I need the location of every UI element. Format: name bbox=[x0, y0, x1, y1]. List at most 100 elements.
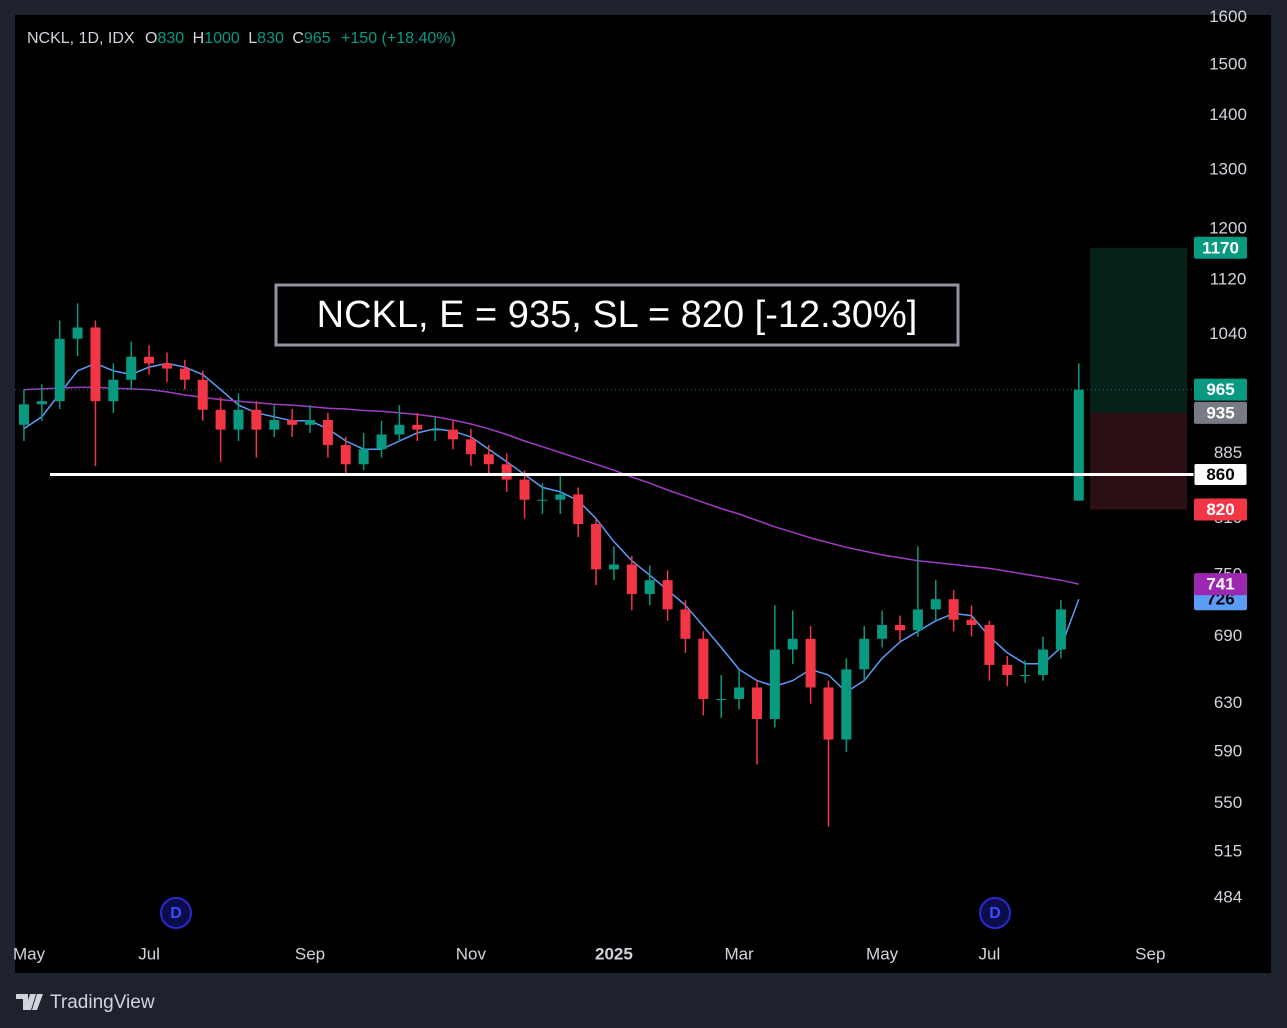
moving-average bbox=[23, 362, 1080, 693]
candle-body bbox=[859, 638, 870, 670]
target-zone bbox=[1090, 247, 1187, 413]
event-label: D bbox=[989, 905, 1001, 922]
ohlc-letter: H bbox=[193, 30, 205, 47]
y-tick-label: 590 bbox=[1214, 741, 1242, 760]
candle-body bbox=[90, 327, 101, 402]
candle-body bbox=[841, 669, 852, 740]
event-marker: D bbox=[979, 897, 1011, 929]
candle-body bbox=[716, 698, 727, 700]
stop-label: 820 bbox=[1206, 500, 1234, 519]
candle-body bbox=[1073, 389, 1084, 501]
candle-body bbox=[269, 420, 280, 430]
candle-body bbox=[608, 564, 619, 570]
event-label: D bbox=[170, 905, 182, 922]
line-label-box bbox=[1193, 462, 1248, 486]
candle-body bbox=[233, 409, 244, 430]
candle-body bbox=[197, 379, 208, 410]
ma-label: 741 bbox=[1206, 575, 1234, 594]
candle-body bbox=[894, 625, 906, 631]
y-tick-label: 630 bbox=[1214, 693, 1242, 712]
annotation-box bbox=[274, 283, 960, 347]
y-tick-label: 690 bbox=[1214, 626, 1242, 645]
x-tick-label: Sep bbox=[1135, 944, 1165, 963]
symbol: NCKL, 1D, IDX bbox=[27, 30, 135, 47]
candle-body bbox=[805, 638, 816, 688]
change: +150 (+18.40%) bbox=[341, 30, 456, 47]
annotation: NCKL, E = 935, SL = 820 [-12.30%] bbox=[317, 294, 918, 336]
candle-body bbox=[787, 638, 798, 650]
candle-body bbox=[358, 449, 369, 465]
candle-body bbox=[698, 638, 709, 699]
candle-body bbox=[18, 404, 29, 425]
candle-body bbox=[215, 409, 226, 430]
brand: TradingView bbox=[50, 992, 155, 1013]
ohlc-value: 830 bbox=[257, 30, 284, 47]
event-circle bbox=[979, 897, 1011, 929]
event-marker: D bbox=[160, 897, 192, 929]
candle-body bbox=[930, 599, 941, 610]
x-tick-label: May bbox=[866, 944, 899, 963]
ohlc-letter: O bbox=[145, 30, 157, 47]
back-layer: 4845155505906306907508108851040112012001… bbox=[1090, 7, 1247, 906]
candle-body bbox=[751, 687, 762, 719]
candle-body bbox=[1038, 649, 1049, 675]
price-label: 965 bbox=[1206, 380, 1234, 399]
candle-body bbox=[948, 599, 959, 620]
y-tick-label: 1400 bbox=[1209, 105, 1247, 124]
candle-body bbox=[376, 434, 387, 450]
candle-body bbox=[144, 356, 155, 364]
y-tick-label: 1500 bbox=[1209, 54, 1247, 73]
x-tick-label: Jul bbox=[979, 944, 1001, 963]
x-tick-label: Nov bbox=[456, 944, 487, 963]
y-tick-label: 550 bbox=[1214, 793, 1242, 812]
candle-body bbox=[591, 524, 602, 570]
candle-body bbox=[304, 420, 316, 425]
candle-body bbox=[626, 564, 637, 595]
line-label: 860 bbox=[1206, 465, 1234, 484]
x-tick-label: Jul bbox=[138, 944, 160, 963]
entry-label: 935 bbox=[1206, 403, 1234, 422]
y-tick-label: 1300 bbox=[1209, 160, 1247, 179]
candle-body bbox=[251, 409, 262, 430]
candle-body bbox=[573, 494, 584, 525]
candle-body bbox=[501, 464, 512, 480]
candle-body bbox=[769, 649, 780, 719]
candle-body bbox=[430, 429, 441, 431]
candle-body bbox=[108, 379, 119, 402]
brand-logo bbox=[16, 994, 43, 1010]
y-tick-label: 1200 bbox=[1209, 219, 1247, 238]
y-tick-label: 1040 bbox=[1209, 324, 1247, 343]
target-label: 1170 bbox=[1202, 238, 1239, 257]
candle-body bbox=[465, 439, 476, 455]
candle-body bbox=[555, 494, 566, 500]
candle-body bbox=[54, 338, 65, 402]
candle-body bbox=[734, 687, 745, 699]
candle-body bbox=[644, 580, 655, 595]
price-label-box bbox=[1194, 378, 1247, 401]
candle-body bbox=[877, 625, 888, 639]
candle-body bbox=[394, 424, 405, 435]
candle-body bbox=[483, 454, 494, 465]
entry-label-box bbox=[1194, 401, 1247, 424]
candle-body bbox=[662, 580, 673, 610]
chart-area bbox=[15, 15, 1271, 973]
ohlc-value: 965 bbox=[304, 30, 331, 47]
ma-label-box bbox=[1194, 573, 1247, 596]
ohlc-letter: L bbox=[248, 30, 257, 47]
candle-body bbox=[340, 445, 351, 465]
candle-body bbox=[984, 625, 995, 665]
candle-body bbox=[912, 609, 923, 631]
candle-body bbox=[72, 327, 83, 339]
ohlc-value: 830 bbox=[158, 30, 185, 47]
stop-zone bbox=[1090, 412, 1187, 510]
candle-body bbox=[680, 609, 691, 639]
x-tick-label: May bbox=[13, 944, 46, 963]
candle-body bbox=[179, 368, 190, 380]
candle-body bbox=[519, 479, 530, 500]
target-label-box bbox=[1194, 236, 1247, 259]
candle-body bbox=[966, 619, 977, 626]
ohlc-value: 1000 bbox=[204, 30, 240, 47]
candle-body bbox=[322, 420, 333, 446]
